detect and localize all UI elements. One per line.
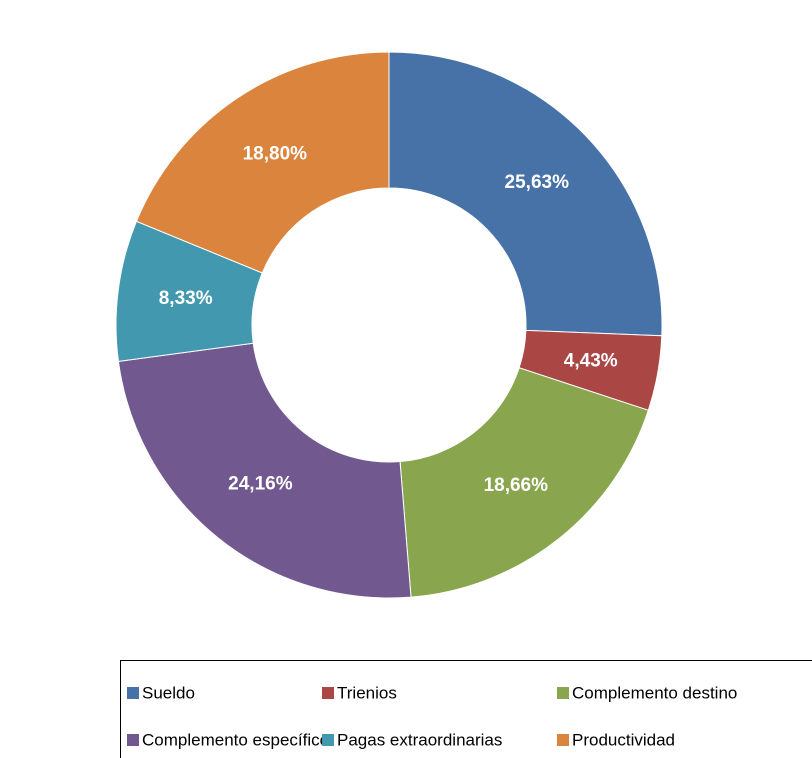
legend-label: Productividad [572,730,675,749]
legend-label: Trienios [337,683,397,702]
legend-swatch [557,687,569,699]
legend-label: Complemento destino [572,683,737,702]
legend-swatch [557,734,569,746]
legend-box [120,660,812,758]
legend-label: Complemento específico [142,730,329,749]
legend-swatch [322,734,334,746]
value-label: 18,66% [484,475,549,496]
donut-slice [388,51,663,337]
legend-swatch [127,687,139,699]
value-label: 25,63% [505,172,570,193]
legend-label: Sueldo [142,683,195,702]
value-label: 4,43% [564,350,618,371]
legend-swatch [127,734,139,746]
donut-slice [399,367,649,598]
legend-swatch [322,687,334,699]
value-label: 24,16% [228,474,293,495]
donut-slice [117,342,412,599]
value-label: 18,80% [243,144,308,165]
donut-slice [135,51,390,274]
value-label: 8,33% [159,288,213,309]
legend-label: Pagas extraordinarias [337,730,502,749]
